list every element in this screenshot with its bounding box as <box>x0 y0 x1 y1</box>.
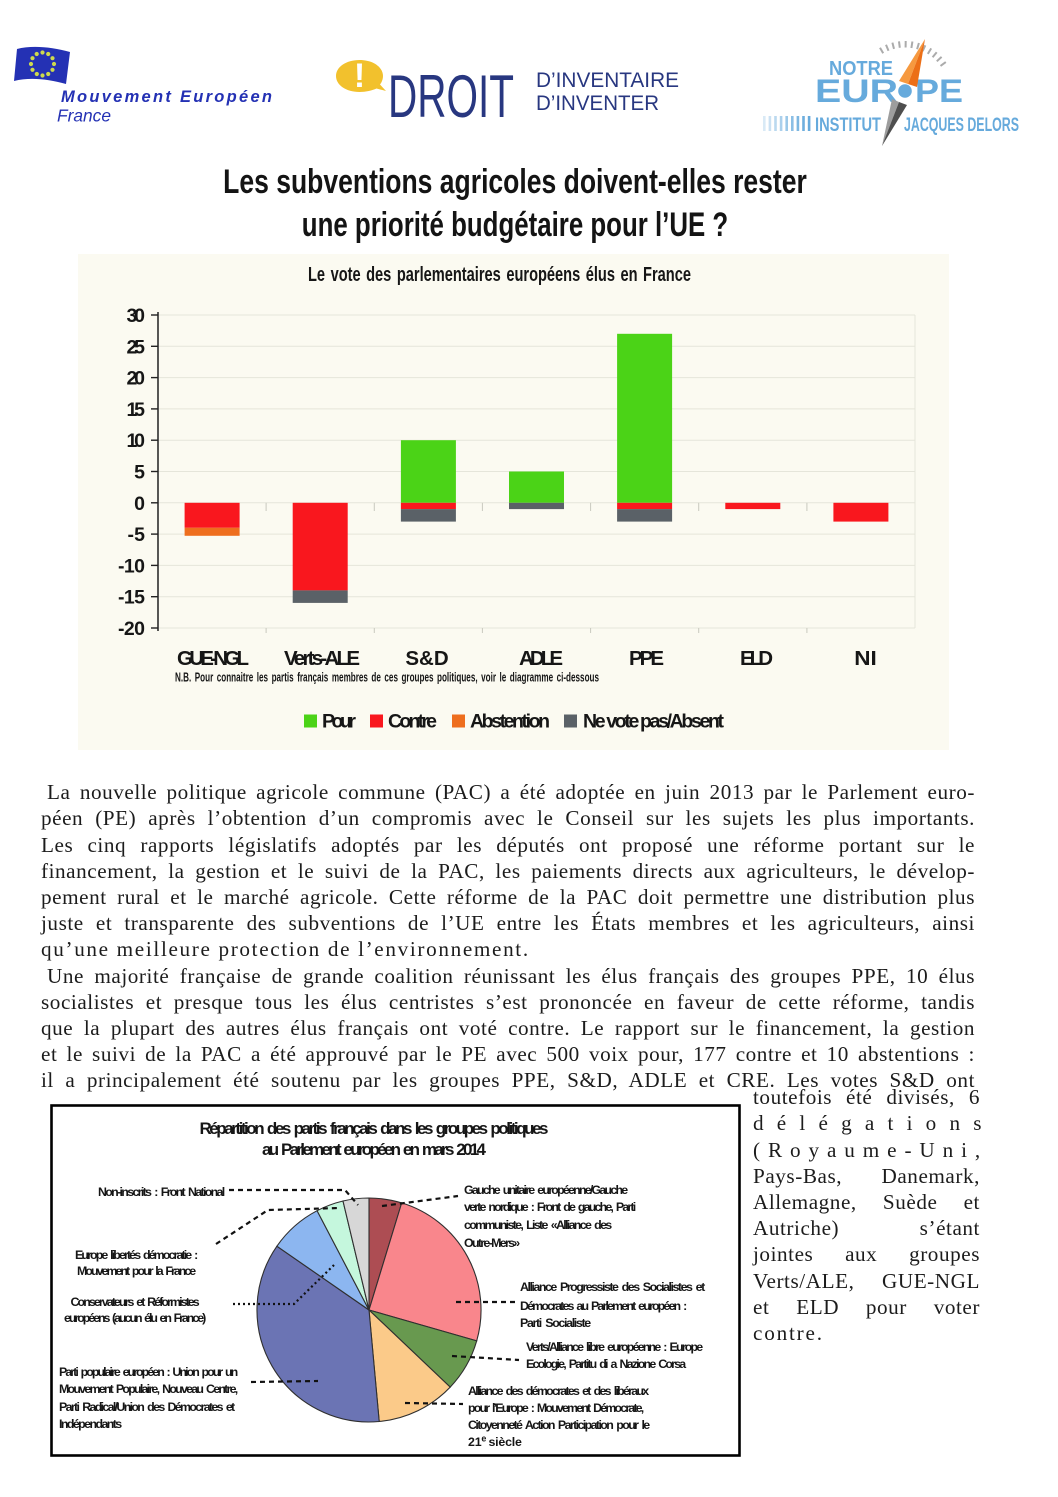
svg-text:Indépendants: Indépendants <box>59 1417 122 1431</box>
svg-text:D’INVENTAIRE: D’INVENTAIRE <box>536 69 679 92</box>
svg-text:Pour: Pour <box>322 711 356 733</box>
svg-text:PPE: PPE <box>629 647 664 670</box>
svg-text:Parti populaire européen : Uni: Parti populaire européen : Union pour un <box>59 1365 238 1379</box>
svg-text:21e siècle: 21e siècle <box>468 1434 522 1450</box>
svg-text:Citoyenneté Action Participati: Citoyenneté Action Participation pour le <box>468 1418 650 1432</box>
svg-text:-5: -5 <box>128 524 146 546</box>
svg-text:au Parlement européen en mars: au Parlement européen en mars 2014 <box>262 1140 487 1159</box>
svg-text:Contre: Contre <box>388 711 437 733</box>
svg-text:EUR: EUR <box>815 73 898 109</box>
svg-text:S&D: S&D <box>405 647 448 670</box>
svg-text:30: 30 <box>127 305 146 327</box>
svg-text:Europe libertés démocratie :: Europe libertés démocratie : <box>75 1248 198 1262</box>
svg-text:Ne vote pas/Absent: Ne vote pas/Absent <box>583 711 725 733</box>
svg-text:!: ! <box>354 57 365 95</box>
svg-text:25: 25 <box>127 336 146 358</box>
svg-text:Ecologie, Partitu di a Nazione: Ecologie, Partitu di a Nazione Corsa <box>526 1357 686 1371</box>
svg-text:européens (aucun élu en France: européens (aucun élu en France) <box>64 1311 206 1325</box>
svg-text:verte nordique : Front de gauc: verte nordique : Front de gauche, Parti <box>464 1200 636 1214</box>
svg-text:D’INVENTER: D’INVENTER <box>536 92 659 115</box>
svg-text:Verts/Alliance libre européenn: Verts/Alliance libre européenne : Europe <box>526 1340 703 1354</box>
svg-text:5: 5 <box>134 462 145 484</box>
svg-text:DROIT: DROIT <box>388 63 514 130</box>
svg-text:INSTITUT: INSTITUT <box>815 115 881 136</box>
svg-text:Gauche unitaire européenne/Gau: Gauche unitaire européenne/Gauche <box>464 1183 628 1197</box>
svg-text:communiste, Liste «Alliance de: communiste, Liste «Alliance des <box>464 1218 612 1232</box>
svg-text:GUE-NGL: GUE-NGL <box>177 647 249 670</box>
svg-text:Alliance Progressiste des Soci: Alliance Progressiste des Socialistes et <box>520 1280 705 1294</box>
svg-text:-15: -15 <box>118 587 145 609</box>
svg-text:France: France <box>57 106 111 126</box>
svg-text:N.B. Pour connaitre les partis: N.B. Pour connaitre les partis français … <box>175 670 599 685</box>
svg-text:ADLE: ADLE <box>519 647 563 670</box>
svg-text:-10: -10 <box>118 555 145 577</box>
svg-text:Outre-Mers»: Outre-Mers» <box>464 1236 520 1250</box>
svg-text:Répartition des partis françai: Répartition des partis français dans les… <box>200 1119 549 1138</box>
svg-text:NOTRE: NOTRE <box>829 58 893 80</box>
svg-text:Parti Radical/Union des Démocr: Parti Radical/Union des Démocrates et <box>59 1400 235 1414</box>
svg-text:10: 10 <box>127 430 146 452</box>
svg-text:Le vote des parlementaires eur: Le vote des parlementaires européens élu… <box>308 264 691 286</box>
svg-text:Mouvement pour la France: Mouvement pour la France <box>77 1264 196 1278</box>
svg-text:Démocrates au Parlement europé: Démocrates au Parlement européen : <box>520 1299 687 1313</box>
svg-text:Mouvement Européen: Mouvement Européen <box>61 88 272 106</box>
svg-text:NI: NI <box>854 647 877 670</box>
svg-text:JACQUES DELORS: JACQUES DELORS <box>904 115 1019 136</box>
svg-text:Verts-ALE: Verts-ALE <box>284 647 360 670</box>
svg-text:Parti Socialiste: Parti Socialiste <box>520 1316 591 1330</box>
svg-text:-20: -20 <box>118 618 145 640</box>
svg-text:PE: PE <box>915 73 963 109</box>
svg-text:Non-inscrits : Front National: Non-inscrits : Front National <box>98 1185 225 1199</box>
svg-text:Abstention: Abstention <box>470 711 550 733</box>
svg-text:pour l’Europe : Mouvement Démo: pour l’Europe : Mouvement Démocrate, <box>468 1401 644 1415</box>
svg-text:20: 20 <box>127 368 146 390</box>
svg-text:0: 0 <box>134 493 145 515</box>
svg-text:Alliance des démocrates et des: Alliance des démocrates et des libéraux <box>468 1384 649 1398</box>
svg-text:15: 15 <box>127 399 146 421</box>
svg-text:Mouvement Populaire, Nouveau C: Mouvement Populaire, Nouveau Centre, <box>59 1382 238 1396</box>
svg-text:Conservateurs et Réformistes: Conservateurs et Réformistes <box>71 1295 200 1309</box>
svg-text:ELD: ELD <box>740 647 773 670</box>
